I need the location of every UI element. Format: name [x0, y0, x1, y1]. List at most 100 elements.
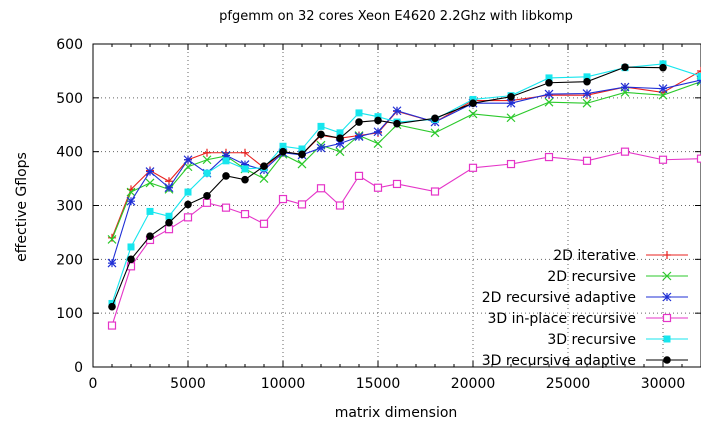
data-point: [297, 159, 307, 169]
data-point: [354, 132, 364, 142]
data-point: [108, 233, 116, 242]
data-point: [259, 219, 269, 228]
y-tick-label: 300: [56, 199, 83, 215]
data-point: [126, 187, 136, 197]
data-point: [183, 155, 193, 165]
data-point: [662, 271, 672, 281]
legend-label: 2D iterative: [553, 248, 636, 264]
data-point: [335, 139, 345, 149]
data-point: [145, 178, 155, 188]
legend-entry: 2D recursive: [547, 269, 688, 285]
x-tick-label: 20000: [451, 376, 496, 392]
y-tick-label: 500: [56, 91, 83, 107]
data-point: [317, 130, 325, 139]
data-point: [658, 90, 668, 100]
data-point: [316, 143, 326, 153]
plot-area: [107, 60, 701, 330]
data-point: [240, 160, 250, 170]
data-point: [203, 192, 211, 200]
data-point: [392, 179, 402, 189]
data-point: [582, 156, 592, 165]
x-tick-label: 30000: [641, 376, 686, 392]
series-line: [111, 79, 701, 264]
data-point: [393, 119, 401, 128]
data-point: [659, 63, 667, 72]
legend-entry: 3D recursive: [547, 332, 688, 348]
series-3d-in-place-recursive: [107, 147, 701, 330]
series-3d-recursive-adaptive: [108, 63, 667, 311]
data-point: [107, 321, 117, 330]
data-point: [165, 212, 173, 220]
data-point: [240, 210, 250, 219]
data-point: [663, 356, 671, 364]
data-point: [241, 175, 249, 184]
legend-label: 2D recursive adaptive: [482, 290, 636, 306]
data-point: [544, 97, 554, 107]
legend-label: 3D recursive adaptive: [482, 353, 636, 369]
data-point: [373, 139, 383, 149]
data-point: [127, 255, 135, 264]
x-tick-label: 25000: [546, 376, 591, 392]
data-point: [146, 232, 154, 240]
y-tick-label: 600: [56, 37, 83, 53]
data-point: [662, 292, 672, 302]
data-point: [260, 162, 268, 171]
data-point: [298, 150, 306, 159]
data-point: [164, 225, 174, 234]
x-tick-label: 0: [89, 376, 98, 392]
data-point: [697, 66, 701, 75]
data-point: [544, 152, 554, 162]
y-tick-label: 200: [56, 252, 83, 268]
data-point: [146, 207, 154, 215]
data-point: [279, 142, 287, 150]
data-point: [658, 84, 668, 94]
data-point: [183, 213, 193, 222]
y-tick-label: 400: [56, 145, 83, 161]
data-point: [697, 72, 701, 80]
data-point: [316, 184, 326, 193]
data-point: [202, 198, 212, 207]
x-axis-label: matrix dimension: [335, 405, 458, 421]
data-point: [545, 74, 553, 82]
axes: 0 100 200 300 400 500 600 0 5000 10000 15000 20000 2…: [56, 37, 701, 392]
data-point: [203, 169, 211, 177]
data-point: [108, 302, 116, 311]
data-point: [317, 122, 325, 130]
data-point: [621, 63, 629, 71]
data-point: [107, 258, 117, 268]
data-point: [582, 98, 592, 108]
legend-label: 2D recursive: [547, 269, 636, 285]
data-point: [506, 98, 516, 108]
data-point: [278, 194, 288, 204]
data-point: [279, 147, 287, 156]
legend-label: 3D in-place recursive: [487, 311, 636, 327]
data-point: [241, 165, 249, 173]
data-point: [184, 200, 192, 209]
data-point: [507, 92, 515, 101]
data-point: [355, 118, 363, 126]
data-point: [430, 128, 440, 138]
data-point: [663, 335, 671, 343]
data-point: [335, 147, 345, 157]
data-point: [544, 89, 554, 99]
data-point: [336, 129, 344, 137]
y-tick-label: 0: [74, 360, 83, 376]
data-point: [658, 155, 668, 164]
plot-frame: [92, 43, 701, 368]
data-point: [222, 157, 230, 165]
data-point: [354, 171, 364, 180]
data-point: [506, 159, 516, 169]
data-point: [373, 127, 383, 137]
data-point: [696, 154, 701, 163]
data-point: [297, 200, 307, 209]
data-point: [582, 89, 592, 98]
data-point: [392, 106, 402, 116]
data-point: [164, 183, 174, 193]
legend-entry: 3D in-place recursive: [487, 311, 688, 327]
data-point: [259, 174, 269, 184]
data-point: [202, 155, 212, 165]
data-point: [430, 187, 440, 196]
series-line: [111, 63, 701, 304]
data-point: [145, 167, 155, 177]
